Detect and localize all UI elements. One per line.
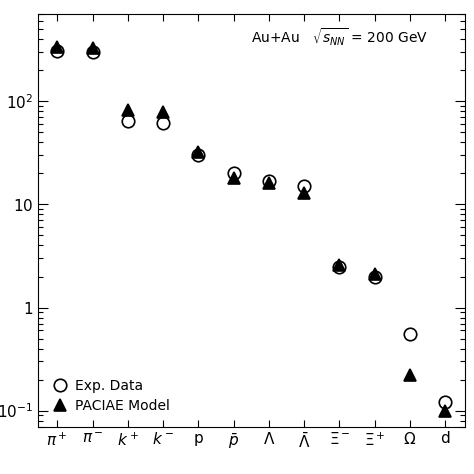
Exp. Data bbox=[266, 178, 272, 183]
PACIAE Model bbox=[442, 408, 448, 413]
PACIAE Model bbox=[372, 272, 377, 277]
Line: PACIAE Model: PACIAE Model bbox=[51, 40, 451, 417]
PACIAE Model bbox=[231, 175, 237, 181]
PACIAE Model bbox=[195, 149, 201, 155]
Exp. Data bbox=[195, 153, 201, 158]
Exp. Data bbox=[55, 48, 60, 54]
PACIAE Model bbox=[266, 181, 272, 186]
Exp. Data bbox=[372, 273, 377, 279]
PACIAE Model bbox=[301, 190, 307, 196]
Text: Au+Au   $\sqrt{s_{NN}}$ = 200 GeV: Au+Au $\sqrt{s_{NN}}$ = 200 GeV bbox=[251, 27, 428, 48]
Exp. Data bbox=[337, 264, 342, 269]
PACIAE Model bbox=[337, 262, 342, 268]
Exp. Data bbox=[407, 331, 413, 337]
PACIAE Model bbox=[90, 45, 95, 51]
PACIAE Model bbox=[407, 373, 413, 378]
Exp. Data bbox=[125, 118, 131, 124]
Line: Exp. Data: Exp. Data bbox=[51, 45, 451, 409]
Exp. Data bbox=[442, 400, 448, 405]
Exp. Data bbox=[231, 171, 237, 176]
Exp. Data bbox=[90, 49, 95, 55]
Exp. Data bbox=[160, 120, 166, 126]
PACIAE Model bbox=[125, 108, 131, 113]
Exp. Data bbox=[301, 183, 307, 189]
PACIAE Model bbox=[55, 44, 60, 49]
PACIAE Model bbox=[160, 109, 166, 115]
Legend: Exp. Data, PACIAE Model: Exp. Data, PACIAE Model bbox=[45, 372, 177, 419]
